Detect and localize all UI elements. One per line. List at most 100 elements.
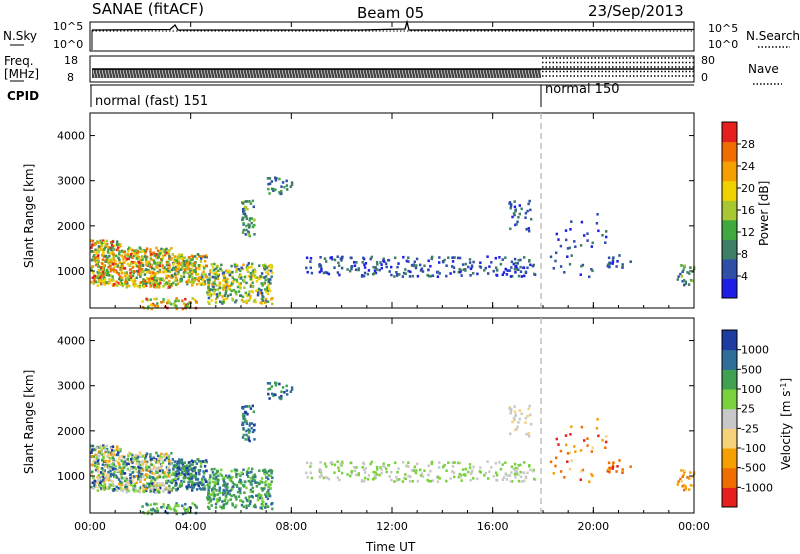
echo-cell <box>520 207 523 211</box>
echo-cell <box>178 260 181 263</box>
echo-cell <box>337 261 340 265</box>
echo-cell <box>234 505 237 509</box>
echo-cell <box>416 274 420 278</box>
echo-cell <box>211 275 214 279</box>
echo-cell <box>160 452 163 456</box>
echo-cell <box>528 464 531 467</box>
nave-hatch <box>347 69 351 79</box>
echo-cell <box>285 184 289 187</box>
echo-cell <box>689 279 693 282</box>
echo-cell <box>108 252 112 255</box>
echo-cell <box>247 223 250 226</box>
nave-hatch <box>488 69 492 79</box>
echo-cell <box>128 489 131 493</box>
echo-cell <box>409 270 412 274</box>
echo-cell <box>111 456 115 460</box>
echo-cell <box>259 480 262 483</box>
echo-cell <box>103 248 106 251</box>
echo-cell <box>131 270 134 273</box>
echo-cell <box>157 490 160 494</box>
echo-cell <box>244 233 247 236</box>
echo-cell <box>167 503 170 507</box>
echo-cell <box>529 413 532 417</box>
echo-cell <box>586 437 589 440</box>
echo-cell <box>111 445 115 449</box>
echo-cell <box>239 479 242 482</box>
echo-cell <box>98 477 102 481</box>
echo-cell <box>526 209 529 213</box>
echo-cell <box>156 454 160 458</box>
echo-cell <box>517 268 520 271</box>
echo-cell <box>390 265 393 269</box>
echo-cell <box>157 285 160 289</box>
echo-cell <box>118 448 121 451</box>
echo-cell <box>319 256 322 259</box>
echo-cell <box>117 461 120 465</box>
echo-cell <box>121 466 124 470</box>
echo-cell <box>150 258 153 261</box>
colorbar-tick-label: 25 <box>741 403 755 416</box>
echo-cell <box>357 267 360 270</box>
echo-cell <box>203 485 206 488</box>
echo-cell <box>163 458 167 462</box>
echo-cell <box>126 277 129 281</box>
echo-cell <box>290 386 294 389</box>
echo-cell <box>214 481 217 485</box>
echo-cell <box>249 277 252 281</box>
echo-cell <box>183 256 186 259</box>
echo-cell <box>203 280 206 283</box>
nave-hatch <box>428 69 432 79</box>
cpid-label: CPID <box>7 89 39 103</box>
echo-cell <box>120 481 123 484</box>
echo-cell <box>404 477 407 481</box>
echo-cell <box>168 279 171 283</box>
echo-cell <box>235 504 238 507</box>
echo-cell <box>180 473 183 476</box>
echo-cell <box>688 477 691 480</box>
echo-cell <box>268 382 272 385</box>
echo-cell <box>262 299 265 302</box>
echo-cell <box>394 256 397 260</box>
nave-hatch <box>254 69 258 79</box>
echo-cell <box>131 453 134 457</box>
echo-cell <box>240 266 243 270</box>
echo-cell <box>605 435 608 438</box>
echo-cell <box>172 464 176 468</box>
echo-cell <box>172 486 175 490</box>
echo-cell <box>178 280 181 283</box>
echo-cell <box>395 274 399 277</box>
echo-cell <box>103 283 106 286</box>
echo-cell <box>172 263 175 266</box>
echo-cell <box>110 466 114 469</box>
echo-cell <box>679 272 682 276</box>
echo-cell <box>251 430 255 433</box>
echo-cell <box>270 275 273 278</box>
echo-cell <box>681 279 684 283</box>
echo-cell <box>232 483 236 486</box>
echo-cell <box>552 472 555 475</box>
echo-cell <box>269 263 272 267</box>
nave-hatch <box>500 69 504 79</box>
echo-cell <box>242 417 245 421</box>
echo-cell <box>243 484 246 487</box>
echo-cell <box>145 473 148 476</box>
echo-cell <box>618 459 621 462</box>
echo-cell <box>177 461 181 464</box>
echo-cell <box>370 460 373 464</box>
echo-cell <box>387 463 391 467</box>
nave-hatch <box>185 69 189 79</box>
nave-hatch <box>386 69 390 79</box>
beam-label: Beam 05 <box>357 4 424 22</box>
colorbar-tick-label: -25 <box>741 422 759 435</box>
echo-cell <box>101 264 105 268</box>
echo-cell <box>153 262 157 265</box>
echo-cell <box>137 266 141 270</box>
echo-cell <box>192 264 195 267</box>
echo-cell <box>166 506 169 510</box>
echo-cell <box>213 262 216 266</box>
echo-cell <box>127 462 130 466</box>
echo-cell <box>380 468 383 471</box>
echo-cell <box>210 468 213 471</box>
